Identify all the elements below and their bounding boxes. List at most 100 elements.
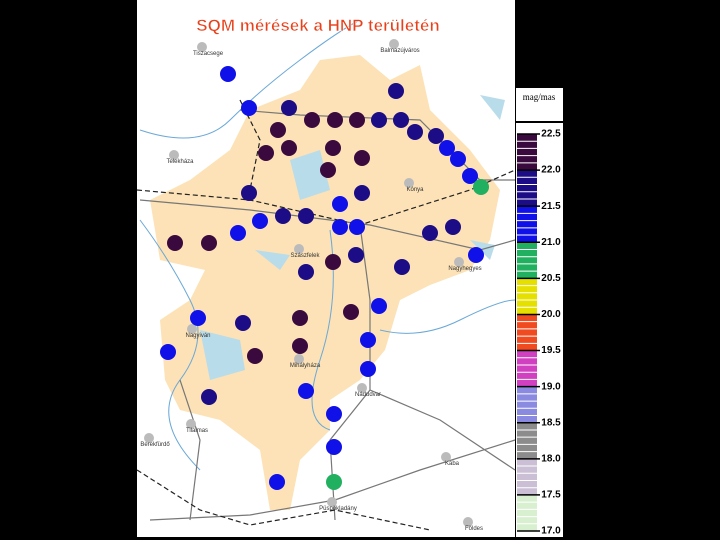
roads [139,109,516,521]
colorbar-segment [517,386,537,423]
map [136,0,516,537]
measurement-point [258,145,274,161]
colorbar-segment [517,278,537,315]
measurement-point [327,112,343,128]
town-label: Nagyhegyes [448,266,481,272]
measurement-point [326,474,342,490]
measurement-point [343,304,359,320]
town-marker [169,150,179,160]
measurement-point [241,185,257,201]
colorbar-tick-label: 22.5 [541,129,561,140]
measurement-point [349,219,365,235]
measurement-point [298,264,314,280]
measurement-point [320,162,336,178]
colorbar-tick-label: 18.5 [541,417,561,428]
measurement-point [235,315,251,331]
town-labels: Tiszacsege Telekháza Kónya Szászfelek Nagyhe… [140,39,483,532]
town-marker [463,517,473,527]
town-label: Tiszacsege [193,51,224,57]
colorbar-tick-label: 21.0 [541,237,561,248]
measurement-point [468,247,484,263]
measurement-point [247,348,263,364]
measurement-point [270,122,286,138]
measurement-point [445,219,461,235]
measurement-point [360,361,376,377]
measurement-point [393,112,409,128]
measurement-point [354,150,370,166]
town-marker [327,497,337,507]
measurement-point [201,389,217,405]
town-label: Szászfelek [290,253,320,259]
measurement-point [332,196,348,212]
measurement-point [298,208,314,224]
colorbar-segment [517,170,537,207]
measurement-point [325,140,341,156]
colorbar-segment [517,206,537,243]
colorbar-tick-label: 18.0 [541,453,561,464]
colorbar-tick-label: 17.5 [541,490,561,501]
colorbar-segment [517,134,537,171]
measurement-point [281,140,297,156]
colorbar-tick-label: 20.0 [541,309,561,320]
lakes [200,95,505,380]
measurement-point [473,179,489,195]
measurement-point [325,254,341,270]
town-marker [294,244,304,254]
measurement-point [388,83,404,99]
measurement-point [292,338,308,354]
colorbar-tick-label: 21.5 [541,201,561,212]
colorbar: 17.0 17.5 18.0 18.5 19.0 19.5 20.0 20.5 21.0 21.5… [517,129,561,537]
colorbar-segment [517,314,537,351]
unit-label: mag/mas [523,92,556,102]
measurement-point [167,235,183,251]
town-label: Kónya [406,187,424,193]
town-marker [294,354,304,364]
colorbar-segment [517,458,537,495]
town-marker [144,433,154,443]
town-label: Kaba [445,461,460,467]
town-label: Telekháza [166,159,194,165]
measurement-point [220,66,236,82]
measurement-point [201,235,217,251]
colorbar-tick-label: 19.5 [541,345,561,356]
town-marker [441,452,451,462]
measurement-point [371,112,387,128]
town-marker [186,419,196,429]
measurement-point [394,259,410,275]
measurement-point [326,439,342,455]
measurement-point [360,332,376,348]
measurement-point [241,100,257,116]
measurement-point [439,140,455,156]
measurement-point [281,100,297,116]
measurement-point [292,310,308,326]
measurement-point [275,208,291,224]
measurement-point [349,112,365,128]
town-label: Püspökladány [319,506,357,512]
measurement-point [354,185,370,201]
town-marker [197,42,207,52]
town-label: Nagyiván [185,333,210,339]
colorbar-segment [517,494,537,531]
measurement-point [462,168,478,184]
unit-box [516,88,563,121]
town-marker [454,257,464,267]
measurement-point [326,406,342,422]
park-area [150,55,500,510]
colorbar-tick-label: 22.0 [541,165,561,176]
colorbar-tick-label: 19.0 [541,381,561,392]
measurement-point [371,298,387,314]
town-label: Mihályháza [290,363,321,369]
town-label: Földes [465,526,483,532]
town-marker [404,178,414,188]
measurement-point [422,225,438,241]
measurement-point [407,124,423,140]
colorbar-segment [517,242,537,279]
town-marker [389,39,399,49]
measurement-point [230,225,246,241]
measurement-point [450,151,466,167]
colorbar-segment [517,350,537,387]
measurement-point [269,474,285,490]
measurement-point [428,128,444,144]
